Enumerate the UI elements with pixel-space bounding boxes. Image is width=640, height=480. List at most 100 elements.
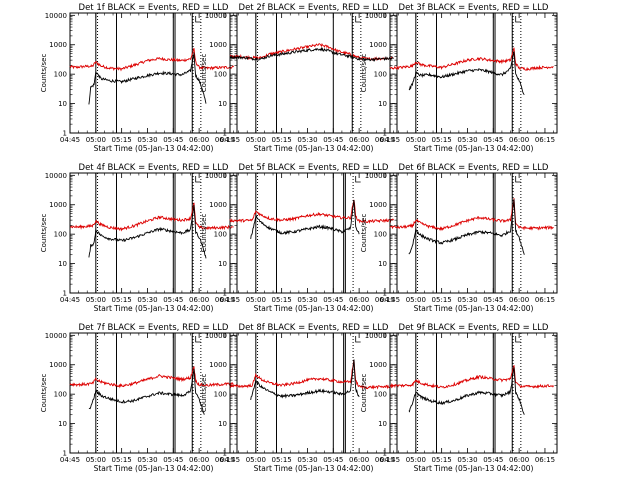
x-tick-label: 05:15 [272, 456, 292, 464]
x-tick-label: 04:45 [380, 136, 400, 144]
x-tick-label: 05:45 [163, 456, 183, 464]
x-tick-label: 05:30 [457, 136, 477, 144]
y-tick-label: 100 [374, 231, 387, 239]
x-tick-label: 04:45 [60, 296, 80, 304]
y-tick-label: 10 [218, 420, 227, 428]
x-tick-label: 06:00 [509, 296, 529, 304]
x-tick-label: 05:00 [246, 136, 266, 144]
y-tick-label: 1000 [209, 41, 227, 49]
panel-title: Det 5f BLACK = Events, RED = LLD [239, 163, 389, 173]
x-tick-label: 06:15 [215, 456, 235, 464]
x-tick-label: 05:30 [297, 136, 317, 144]
y-tick-label: 10 [58, 260, 67, 268]
flag-mark [355, 16, 361, 23]
y-tick-label: 1 [63, 450, 67, 458]
flag-mark [195, 336, 201, 343]
y-axis-label: Counts/sec [360, 214, 368, 253]
y-tick-label: 10000 [45, 12, 67, 20]
y-tick-label: 100 [214, 71, 227, 79]
y-tick-label: 10000 [205, 332, 227, 340]
x-tick-label: 06:15 [535, 136, 555, 144]
y-tick-label: 100 [54, 231, 67, 239]
y-tick-label: 1000 [369, 41, 387, 49]
series-lld-red [69, 365, 234, 389]
x-tick-label: 06:15 [535, 456, 555, 464]
y-tick-label: 100 [214, 391, 227, 399]
flag-mark [195, 16, 201, 23]
x-tick-label: 05:30 [137, 456, 157, 464]
axes-frame [229, 172, 398, 294]
x-tick-label: 04:45 [60, 136, 80, 144]
x-tick-label: 06:00 [349, 456, 369, 464]
panel-det-8: Det 8f BLACK = Events, RED = LLD 1 10 100 10… [200, 323, 398, 473]
y-axis-label: Counts/sec [40, 214, 48, 253]
x-tick-label: 05:15 [272, 136, 292, 144]
y-tick-label: 1000 [209, 361, 227, 369]
x-tick-label: 06:15 [375, 456, 395, 464]
y-tick-label: 1 [223, 130, 227, 138]
y-axis-label: Counts/sec [40, 374, 48, 413]
x-tick-label: 04:45 [220, 296, 240, 304]
flag-mark [515, 16, 521, 23]
series-lld-red [389, 47, 554, 72]
x-tick-label: 05:30 [137, 296, 157, 304]
y-tick-label: 1000 [49, 201, 67, 209]
x-tick-label: 05:45 [163, 136, 183, 144]
y-tick-label: 1 [223, 290, 227, 298]
x-tick-label: 05:15 [112, 136, 132, 144]
x-tick-label: 05:45 [483, 136, 503, 144]
y-tick-label: 10000 [205, 12, 227, 20]
panel-title: Det 8f BLACK = Events, RED = LLD [239, 323, 389, 333]
series-events-black [250, 359, 360, 400]
panel-title: Det 9f BLACK = Events, RED = LLD [399, 323, 549, 333]
y-tick-label: 1 [383, 130, 387, 138]
panel-det-5: Det 5f BLACK = Events, RED = LLD 1 10 100 10… [200, 163, 398, 313]
x-tick-label: 05:15 [432, 296, 452, 304]
x-tick-label: 05:00 [406, 456, 426, 464]
y-tick-label: 1 [223, 450, 227, 458]
series-events-black [408, 367, 525, 415]
x-tick-label: 04:45 [220, 456, 240, 464]
axes-frame [389, 332, 558, 454]
x-tick-label: 05:00 [86, 456, 106, 464]
y-tick-label: 1 [63, 130, 67, 138]
axes-frame [389, 172, 558, 294]
x-tick-label: 05:30 [457, 456, 477, 464]
panel-title: Det 7f BLACK = Events, RED = LLD [79, 323, 229, 333]
series-lld-red [389, 365, 554, 389]
x-axis-label: Start Time (05-Jan-13 04:42:00) [254, 304, 374, 313]
flag-mark [195, 176, 201, 183]
x-tick-label: 05:00 [86, 136, 106, 144]
y-tick-label: 10 [218, 260, 227, 268]
y-tick-label: 10 [58, 100, 67, 108]
x-tick-label: 06:00 [349, 136, 369, 144]
x-tick-label: 05:15 [432, 456, 452, 464]
series-events-black [88, 368, 205, 415]
y-tick-label: 10 [378, 260, 387, 268]
x-tick-label: 06:00 [189, 456, 209, 464]
x-tick-label: 05:00 [246, 296, 266, 304]
flag-mark [355, 176, 361, 183]
y-axis-label: Counts/sec [200, 214, 208, 253]
y-tick-label: 1000 [209, 201, 227, 209]
panel-det-6: Det 6f BLACK = Events, RED = LLD 1 10 100 10… [360, 163, 558, 313]
y-tick-label: 10000 [45, 172, 67, 180]
y-axis-label: Counts/sec [200, 54, 208, 93]
axes-frame [229, 12, 398, 134]
x-axis-label: Start Time (05-Jan-13 04:42:00) [414, 304, 534, 313]
y-tick-label: 1000 [49, 361, 67, 369]
x-axis-label: Start Time (05-Jan-13 04:42:00) [94, 464, 214, 473]
x-axis-label: Start Time (05-Jan-13 04:42:00) [254, 144, 374, 153]
series-events-black [229, 46, 394, 62]
y-tick-label: 100 [374, 71, 387, 79]
y-tick-label: 1000 [369, 361, 387, 369]
x-tick-label: 05:15 [272, 296, 292, 304]
y-tick-label: 10 [378, 420, 387, 428]
axes-frame [69, 172, 238, 294]
series-events-black [408, 51, 525, 95]
x-axis-label: Start Time (05-Jan-13 04:42:00) [94, 144, 214, 153]
x-tick-label: 05:30 [457, 296, 477, 304]
series-events-black [88, 204, 207, 259]
x-tick-label: 04:45 [380, 296, 400, 304]
